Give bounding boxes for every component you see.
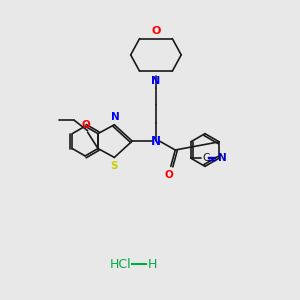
Text: S: S [111, 161, 118, 171]
Text: C: C [202, 153, 209, 163]
Text: N: N [218, 153, 226, 163]
Text: O: O [82, 120, 91, 130]
Text: O: O [151, 26, 160, 36]
Text: N: N [151, 76, 160, 86]
Text: N: N [111, 112, 120, 122]
Text: O: O [165, 170, 174, 180]
Text: N: N [151, 135, 161, 148]
Text: H: H [148, 258, 157, 271]
Text: HCl: HCl [110, 258, 131, 271]
